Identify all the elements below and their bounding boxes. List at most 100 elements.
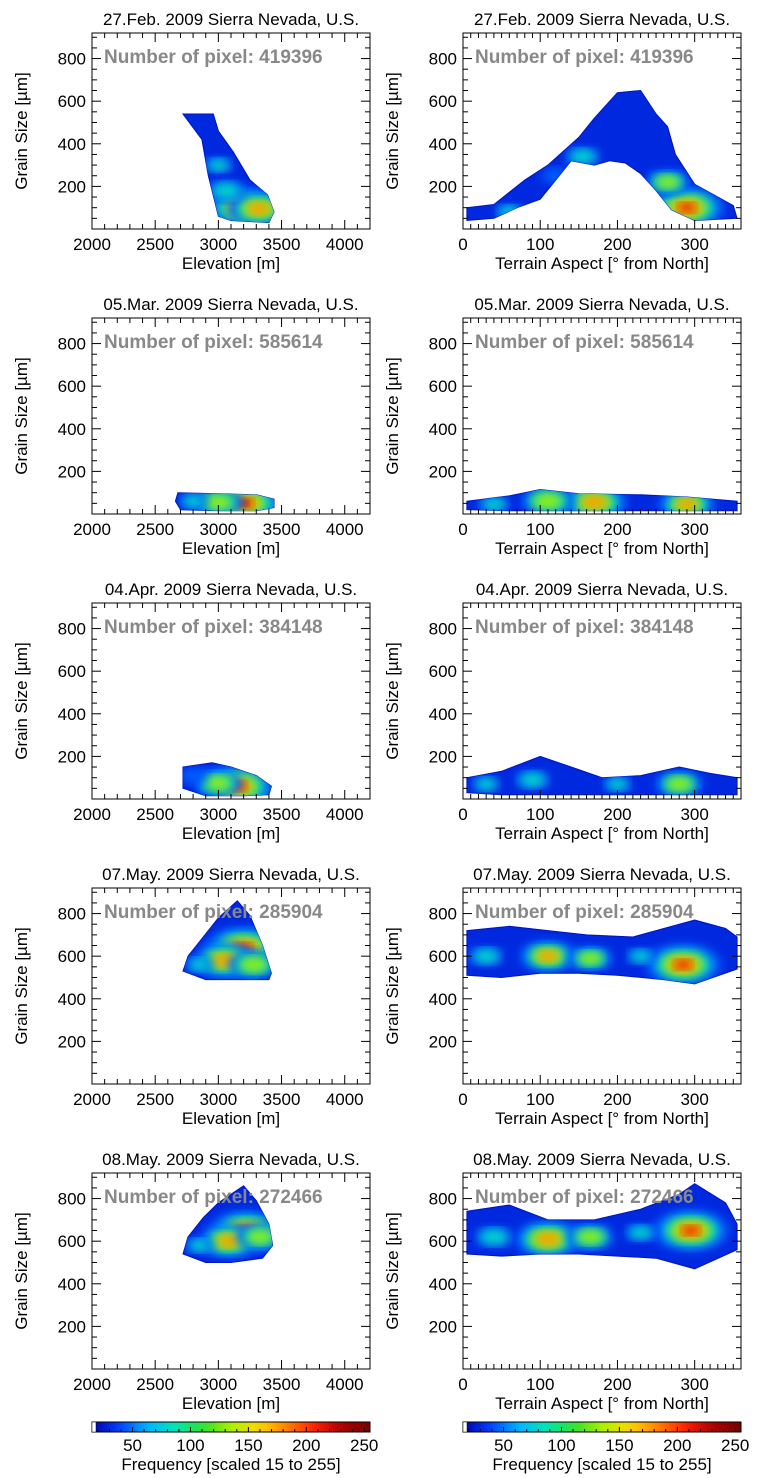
- y-tick-label: 600: [58, 662, 86, 681]
- x-tick-label: 0: [458, 805, 467, 824]
- colorbar-min-swatch: [91, 1421, 97, 1433]
- colorbar-tick-label: 200: [663, 1436, 691, 1455]
- colorbars-group: 50 100 150 200 250 Frequency [scaled 15 to 25…: [91, 1421, 749, 1474]
- x-axis-label: Elevation [m]: [182, 539, 280, 558]
- panel-1: 27.Feb. 2009 Sierra Nevada, U.S. Number o…: [383, 10, 742, 273]
- y-axis-label: Grain Size [µm]: [12, 357, 31, 475]
- panel-title: 07.May. 2009 Sierra Nevada, U.S.: [473, 865, 731, 884]
- x-tick-label: 100: [526, 520, 554, 539]
- y-tick-label: 200: [58, 1032, 86, 1051]
- x-tick-label: 0: [458, 1090, 467, 1109]
- y-tick-label: 200: [58, 747, 86, 766]
- panel-title: 04.Apr. 2009 Sierra Nevada, U.S.: [476, 580, 728, 599]
- y-tick-label: 800: [429, 335, 457, 354]
- heatmap-hotspot: [183, 767, 208, 784]
- y-axis-label: Grain Size [µm]: [383, 72, 402, 190]
- x-tick-label: 3500: [263, 1090, 301, 1109]
- y-tick-label: 600: [58, 1232, 86, 1251]
- y-tick-label: 400: [58, 420, 86, 439]
- x-tick-label: 2500: [136, 520, 174, 539]
- y-tick-label: 400: [58, 135, 86, 154]
- heatmap-hotspot: [519, 772, 546, 787]
- y-tick-label: 600: [429, 92, 457, 111]
- y-tick-label: 800: [58, 620, 86, 639]
- heatmap-hotspot: [630, 950, 652, 963]
- x-tick-label: 3500: [263, 1375, 301, 1394]
- colorbar-tick-label: 50: [494, 1436, 513, 1455]
- heatmap-hotspot: [535, 1232, 561, 1246]
- x-tick-label: 2500: [136, 805, 174, 824]
- colorbar-tick-label: 50: [123, 1436, 142, 1455]
- y-tick-label: 800: [58, 905, 86, 924]
- heatmap-hotspot: [204, 494, 233, 510]
- panel-9: 08.May. 2009 Sierra Nevada, U.S. Number o…: [383, 1150, 742, 1413]
- colorbar-tick-label: 250: [721, 1436, 749, 1455]
- colorbar-min-swatch: [462, 1421, 468, 1433]
- heatmap-hotspot: [676, 498, 698, 511]
- colorbar-1: 50 100 150 200 250 Frequency [scaled 15 to 25…: [462, 1421, 749, 1474]
- x-tick-label: 300: [680, 520, 708, 539]
- x-tick-label: 2000: [73, 805, 111, 824]
- panel-0: 27.Feb. 2009 Sierra Nevada, U.S. Number o…: [12, 10, 371, 273]
- pixel-count-label: Number of pixel: 285904: [104, 902, 323, 923]
- y-tick-label: 600: [58, 92, 86, 111]
- y-tick-label: 600: [429, 947, 457, 966]
- heatmap-hotspots: [185, 1210, 273, 1258]
- x-tick-label: 200: [603, 520, 631, 539]
- y-tick-label: 200: [429, 747, 457, 766]
- heatmap-area: [182, 1185, 274, 1263]
- heatmap-hotspot: [678, 203, 696, 213]
- colorbar-tick-label: 150: [234, 1436, 262, 1455]
- y-axis-label: Grain Size [µm]: [12, 642, 31, 760]
- heatmap-hotspot: [217, 1234, 240, 1248]
- x-tick-label: 2000: [73, 1090, 111, 1109]
- heatmap-hotspot: [682, 1225, 700, 1236]
- x-tick-label: 300: [680, 235, 708, 254]
- panel-title: 05.Mar. 2009 Sierra Nevada, U.S.: [474, 295, 729, 314]
- heatmap-hotspot: [479, 1229, 509, 1245]
- x-tick-label: 300: [680, 1090, 708, 1109]
- colorbar-tick-label: 250: [350, 1436, 378, 1455]
- colorbar-label: Frequency [scaled 15 to 255]: [492, 1455, 711, 1474]
- x-tick-label: 3500: [263, 520, 301, 539]
- heatmap-hotspots: [468, 940, 721, 984]
- heatmap-hotspots: [475, 1209, 729, 1258]
- y-tick-label: 200: [429, 177, 457, 196]
- heatmap-hotspot: [655, 175, 680, 189]
- x-tick-label: 2500: [136, 1090, 174, 1109]
- y-tick-label: 200: [429, 1032, 457, 1051]
- y-axis-label: Grain Size [µm]: [383, 642, 402, 760]
- x-tick-label: 100: [526, 1375, 554, 1394]
- x-axis-label: Elevation [m]: [182, 254, 280, 273]
- colorbar-0: 50 100 150 200 250 Frequency [scaled 15 to 25…: [91, 1421, 378, 1474]
- heatmap-hotspot: [606, 778, 629, 791]
- y-tick-label: 800: [429, 620, 457, 639]
- heatmap-hotspots: [204, 157, 274, 223]
- heatmap-area: [466, 488, 738, 512]
- y-tick-label: 800: [429, 1190, 457, 1209]
- x-tick-label: 2000: [73, 520, 111, 539]
- x-tick-label: 3000: [199, 520, 237, 539]
- heatmap-hotspot: [578, 951, 603, 965]
- y-tick-label: 800: [58, 335, 86, 354]
- heatmap-area: [182, 762, 272, 797]
- x-tick-label: 200: [603, 805, 631, 824]
- panel-8: 08.May. 2009 Sierra Nevada, U.S. Number o…: [12, 1150, 371, 1413]
- x-tick-label: 3000: [199, 235, 237, 254]
- pixel-count-label: Number of pixel: 585614: [475, 332, 694, 353]
- heatmap-hotspot: [475, 778, 497, 791]
- heatmap-area: [174, 492, 275, 512]
- pixel-count-label: Number of pixel: 272466: [475, 1187, 694, 1208]
- y-axis-label: Grain Size [µm]: [12, 1212, 31, 1330]
- heatmap-hotspot: [533, 493, 563, 510]
- x-tick-label: 200: [603, 235, 631, 254]
- pixel-count-label: Number of pixel: 272466: [104, 1187, 323, 1208]
- x-tick-label: 0: [458, 235, 467, 254]
- heatmap-hotspot: [541, 167, 570, 184]
- x-tick-label: 4000: [326, 520, 364, 539]
- heatmap-hotspot: [569, 149, 596, 164]
- x-tick-label: 100: [526, 805, 554, 824]
- pixel-count-label: Number of pixel: 585614: [104, 332, 323, 353]
- panel-5: 04.Apr. 2009 Sierra Nevada, U.S. Number o…: [383, 580, 742, 843]
- x-tick-label: 200: [603, 1090, 631, 1109]
